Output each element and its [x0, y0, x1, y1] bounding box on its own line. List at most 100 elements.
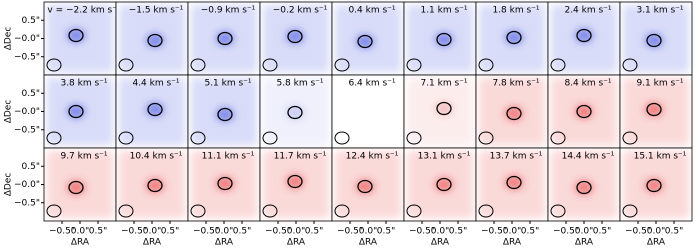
contour — [357, 34, 373, 49]
x-tick-label: 0.0" — [287, 227, 305, 237]
emission-blob — [286, 105, 304, 120]
velocity-label: 13.1 km s⁻¹ — [418, 152, 471, 162]
x-axis-label: ΔRA — [575, 238, 594, 246]
beam — [46, 58, 62, 72]
x-axis-label: ΔRA — [143, 238, 162, 246]
velocity-label: 9.7 km s⁻¹ — [60, 152, 107, 162]
emission-blob — [286, 174, 304, 189]
y-tick-label: 0.5" — [22, 89, 40, 99]
y-tick-label: −0.0" — [14, 34, 40, 44]
contour — [646, 178, 662, 193]
x-tick-label: 0.0" — [647, 227, 665, 237]
velocity-label: 7.8 km s⁻¹ — [492, 79, 539, 89]
contour — [506, 175, 522, 190]
emission-blob — [575, 180, 593, 195]
velocity-label: −1.5 km s⁻¹ — [129, 6, 184, 16]
x-tick-label: −0.5" — [49, 227, 75, 237]
x-tick-label: −0.5" — [193, 227, 219, 237]
emission-blob — [216, 176, 234, 191]
beam — [334, 204, 350, 218]
x-tick-label: −0.5" — [337, 227, 363, 237]
x-tick-label: 0.5" — [377, 227, 395, 237]
y-axis-label: ΔDec — [4, 100, 14, 124]
x-tick-label: 0.0" — [359, 227, 377, 237]
velocity-label: 3.1 km s⁻¹ — [636, 6, 683, 16]
x-axis-label: ΔRA — [71, 238, 90, 246]
beam — [334, 58, 350, 72]
emission-blob — [67, 28, 85, 43]
emission-blob — [435, 32, 453, 47]
velocity-label: 9.1 km s⁻¹ — [636, 79, 683, 89]
contour — [576, 104, 592, 119]
emission-blob — [645, 178, 663, 193]
x-tick-label: 0.5" — [233, 227, 251, 237]
contour — [287, 174, 303, 189]
contour — [436, 32, 452, 47]
contour — [217, 176, 233, 191]
emission-blob — [216, 31, 234, 46]
x-axis-label: ΔRA — [215, 238, 234, 246]
emission-blob — [67, 104, 85, 119]
velocity-label: 3.8 km s⁻¹ — [60, 79, 107, 89]
x-tick-label: −0.5" — [265, 227, 291, 237]
velocity-label: v = −2.2 km s⁻¹ — [47, 6, 121, 16]
beam — [262, 131, 278, 145]
x-tick-label: −0.5" — [625, 227, 651, 237]
x-tick-label: 0.0" — [143, 227, 161, 237]
x-tick-label: 0.5" — [665, 227, 683, 237]
beam — [46, 204, 62, 218]
beam — [118, 204, 134, 218]
beam — [406, 204, 422, 218]
contour — [436, 177, 452, 192]
velocity-label: 2.4 km s⁻¹ — [564, 6, 611, 16]
beam — [550, 131, 566, 145]
beam — [190, 58, 206, 72]
velocity-label: 6.4 km s⁻¹ — [348, 79, 395, 89]
contour — [506, 106, 522, 121]
velocity-label: 4.4 km s⁻¹ — [132, 79, 179, 89]
y-tick-label: −0.5" — [14, 198, 40, 208]
x-axis-label: ΔRA — [647, 238, 666, 246]
y-tick-label: −0.0" — [14, 180, 40, 190]
contour — [147, 102, 163, 117]
emission-blob — [146, 102, 164, 117]
beam — [262, 58, 278, 72]
y-axis-label: ΔDec — [4, 27, 14, 51]
x-tick-label: −0.5" — [553, 227, 579, 237]
velocity-label: 7.1 km s⁻¹ — [420, 79, 467, 89]
contour — [68, 180, 84, 195]
y-tick-label: −0.0" — [14, 107, 40, 117]
emission-blob — [645, 33, 663, 48]
beam — [118, 58, 134, 72]
velocity-label: −0.2 km s⁻¹ — [273, 6, 328, 16]
contour — [217, 107, 233, 122]
emission-blob — [286, 29, 304, 44]
emission-blob — [575, 28, 593, 43]
velocity-label: 1.1 km s⁻¹ — [420, 6, 467, 16]
y-tick-label: 0.5" — [22, 16, 40, 26]
beam — [478, 131, 494, 145]
velocity-label: −0.9 km s⁻¹ — [201, 6, 256, 16]
x-axis-label: ΔRA — [431, 238, 450, 246]
x-tick-label: −0.5" — [409, 227, 435, 237]
contour — [506, 30, 522, 45]
emission-blob — [356, 179, 374, 194]
velocity-label: 1.8 km s⁻¹ — [492, 6, 539, 16]
x-tick-label: −0.5" — [121, 227, 147, 237]
emission-blob — [146, 33, 164, 48]
velocity-label: 12.4 km s⁻¹ — [346, 152, 399, 162]
x-axis-label: ΔRA — [503, 238, 522, 246]
contour — [646, 102, 662, 117]
contour — [217, 31, 233, 46]
velocity-label: 5.8 km s⁻¹ — [276, 79, 323, 89]
x-tick-label: 0.5" — [89, 227, 107, 237]
emission-blob — [505, 30, 523, 45]
emission-blob — [505, 106, 523, 121]
velocity-label: 14.4 km s⁻¹ — [562, 152, 615, 162]
emission-blob — [435, 101, 453, 116]
y-tick-label: −0.5" — [14, 52, 40, 62]
x-tick-label: 0.5" — [305, 227, 323, 237]
emission-blob — [67, 180, 85, 195]
velocity-label: 8.4 km s⁻¹ — [564, 79, 611, 89]
x-tick-label: −0.5" — [481, 227, 507, 237]
